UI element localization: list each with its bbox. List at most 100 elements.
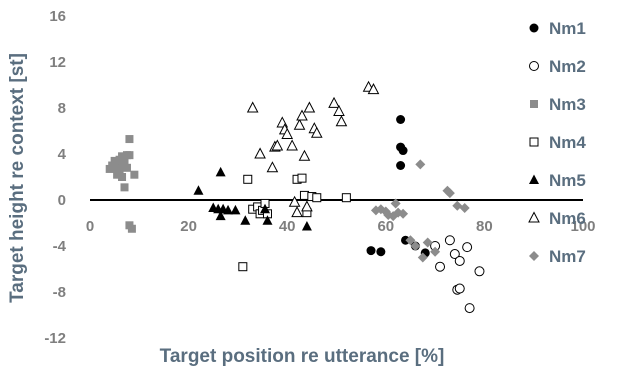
data-point: [396, 161, 406, 170]
data-point: [271, 139, 284, 151]
data-point: [410, 241, 421, 251]
legend-label: Nm6: [549, 209, 586, 228]
data-point: [125, 135, 134, 144]
legend-label: Nm1: [549, 19, 586, 38]
data-point: [474, 266, 485, 277]
y-tick-label: -4: [53, 238, 67, 255]
legend-marker: [529, 61, 539, 71]
legend-label: Nm7: [549, 247, 586, 266]
data-point: [328, 96, 340, 108]
x-tick-label: 60: [377, 218, 394, 235]
data-point: [301, 200, 313, 212]
data-point: [115, 167, 124, 176]
x-tick-label: 40: [279, 218, 296, 235]
series-nm1: [366, 115, 430, 258]
y-tick-label: 0: [58, 192, 66, 209]
data-point: [297, 173, 307, 183]
data-point: [335, 115, 348, 127]
y-tick-label: 12: [49, 54, 66, 71]
legend: Nm1 Nm2 Nm3 Nm4 Nm5 Nm6 Nm7: [528, 19, 586, 266]
data-point: [238, 262, 248, 272]
data-point: [130, 170, 139, 179]
data-point: [122, 163, 131, 172]
data-point: [376, 247, 386, 257]
data-point: [398, 208, 409, 219]
legend-label: Nm3: [549, 95, 586, 114]
data-point: [366, 246, 376, 256]
legend-marker: [528, 211, 540, 223]
data-point: [405, 235, 416, 246]
legend-item-nm3: Nm3: [530, 95, 586, 114]
legend-marker: [529, 251, 539, 261]
data-point: [125, 151, 134, 160]
data-point: [291, 206, 303, 218]
data-point: [288, 195, 301, 207]
data-point: [398, 146, 408, 156]
data-point: [215, 166, 226, 177]
data-point: [118, 173, 127, 181]
data-point: [223, 204, 234, 215]
legend-marker: [530, 100, 538, 108]
x-axis-title: Target position re utterance [%]: [160, 346, 445, 367]
data-points: [105, 80, 485, 314]
data-point: [246, 101, 259, 113]
data-point: [110, 163, 119, 172]
data-point: [435, 261, 446, 272]
data-point: [444, 235, 455, 246]
series-nm6: [246, 80, 380, 218]
data-point: [254, 147, 266, 159]
data-point: [454, 255, 465, 266]
axes-layer: 0 20 40 60 80 100 -12 -8 -4 0 4 8 12 16: [44, 8, 595, 347]
series-nm4: [238, 173, 351, 272]
legend-item-nm2: Nm2: [529, 57, 586, 76]
data-point: [444, 188, 455, 199]
legend-label: Nm2: [549, 57, 586, 76]
data-point: [110, 156, 119, 165]
data-point: [243, 174, 253, 184]
data-point: [230, 204, 241, 215]
data-point: [260, 203, 271, 214]
data-point: [215, 210, 226, 221]
data-point: [120, 183, 129, 192]
data-point: [422, 237, 433, 248]
x-tick-label: 100: [570, 218, 595, 235]
data-point: [333, 104, 345, 116]
legend-label: Nm4: [549, 133, 586, 152]
legend-label: Nm5: [549, 171, 586, 190]
data-point: [459, 203, 470, 214]
data-point: [127, 224, 136, 233]
data-point: [281, 127, 294, 139]
legend-marker: [529, 174, 539, 184]
data-point: [312, 193, 322, 203]
x-tick-labels: 0 20 40 60 80 100: [86, 218, 596, 235]
series-nm3: [105, 135, 139, 233]
y-tick-label: -8: [53, 284, 66, 301]
data-point: [118, 160, 127, 169]
y-tick-label: 16: [49, 8, 66, 25]
data-point: [298, 149, 311, 161]
legend-item-nm7: Nm7: [529, 247, 586, 266]
legend-item-nm5: Nm5: [529, 171, 586, 190]
data-point: [430, 246, 441, 257]
data-point: [417, 252, 428, 263]
y-tick-label: -12: [44, 330, 66, 347]
data-point: [310, 126, 323, 138]
y-tick-label: 4: [58, 146, 67, 163]
y-tick-label: 8: [58, 100, 66, 117]
data-point: [303, 101, 316, 113]
series-nm5: [193, 166, 312, 231]
data-point: [299, 190, 309, 200]
data-point: [193, 185, 204, 195]
data-point: [396, 115, 406, 124]
data-point: [390, 198, 401, 209]
data-point: [266, 161, 279, 173]
data-point: [367, 83, 380, 95]
data-point: [301, 220, 312, 231]
legend-item-nm4: Nm4: [529, 133, 586, 152]
legend-marker: [529, 23, 539, 33]
x-tick-label: 0: [86, 218, 94, 235]
data-point: [286, 139, 298, 151]
data-point: [462, 242, 473, 253]
series-nm2: [430, 235, 485, 314]
